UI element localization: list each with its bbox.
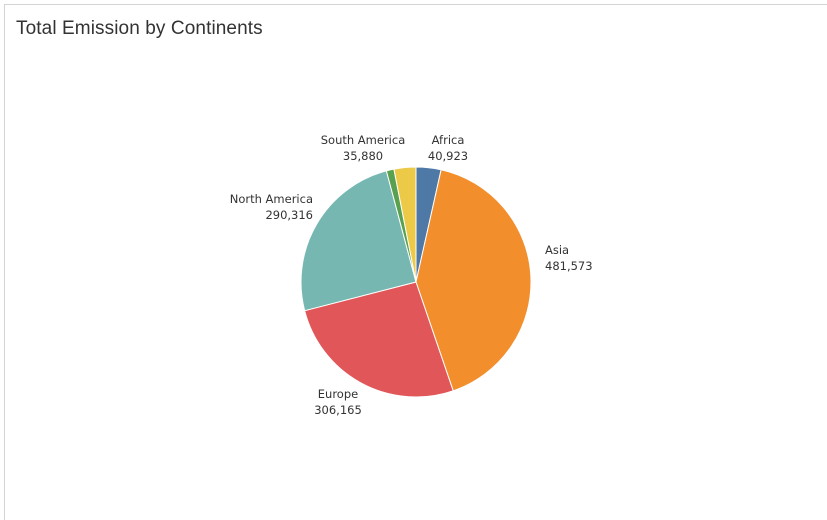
slice-label-europe: Europe 306,165 [314,387,362,417]
pie-labels: Africa 40,923 Asia 481,573 Europe 306,165 Nort… [230,133,593,417]
slice-label-north-america: North America 290,316 [230,192,313,222]
slice-label-south-america: South America 35,880 [321,133,406,163]
slice-label-africa: Africa 40,923 [428,133,468,163]
pie-slice-north-america[interactable] [300,170,417,312]
pie-slices [300,166,532,398]
pie-slice-asia[interactable] [415,169,532,392]
pie-slice-south-america[interactable] [393,166,417,283]
chart-title: Total Emission by Continents [16,18,263,39]
slice-label-asia: Asia 481,573 [545,243,593,273]
pie-slice-europe[interactable] [304,281,454,398]
